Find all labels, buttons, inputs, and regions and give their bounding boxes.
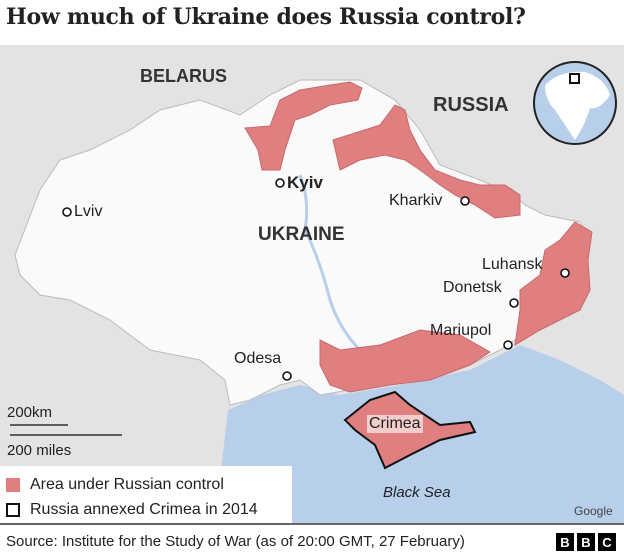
dnipro-river bbox=[298, 174, 362, 352]
odesa-marker bbox=[282, 371, 292, 381]
label-kharkiv: Kharkiv bbox=[389, 192, 443, 209]
label-odesa: Odesa bbox=[234, 350, 282, 367]
russian-control-northeast bbox=[332, 104, 521, 219]
russian-control-east bbox=[514, 221, 593, 346]
logo-letter: C bbox=[598, 533, 616, 551]
lviv-marker bbox=[62, 207, 72, 217]
map bbox=[0, 45, 624, 523]
legend-label: Russia annexed Crimea in 2014 bbox=[30, 501, 258, 518]
label-ukraine: UKRAINE bbox=[258, 224, 345, 245]
label-kyiv: Kyiv bbox=[287, 173, 323, 192]
kyiv-marker bbox=[275, 178, 285, 188]
footer: Source: Institute for the Study of War (… bbox=[0, 523, 624, 557]
red-swatch-icon bbox=[6, 478, 20, 492]
bbc-logo: B B C bbox=[556, 533, 616, 551]
mariupol-marker bbox=[503, 340, 513, 350]
donetsk-marker bbox=[509, 298, 519, 308]
label-donetsk: Donetsk bbox=[443, 279, 502, 296]
legend-item-crimea-annexed: Russia annexed Crimea in 2014 bbox=[6, 501, 258, 519]
label-russia: RUSSIA bbox=[433, 94, 509, 116]
label-black-sea: Black Sea bbox=[383, 484, 451, 501]
label-luhansk: Luhansk bbox=[482, 256, 543, 273]
label-mariupol: Mariupol bbox=[430, 322, 492, 339]
scale-km: 200km bbox=[7, 404, 53, 421]
luhansk-marker bbox=[560, 268, 570, 278]
kharkiv-marker bbox=[460, 196, 470, 206]
label-lviv: Lviv bbox=[74, 203, 103, 220]
source-text: Source: Institute for the Study of War (… bbox=[6, 533, 465, 550]
legend-label: Area under Russian control bbox=[30, 476, 224, 493]
russian-control-north-kyiv bbox=[244, 81, 363, 171]
logo-letter: B bbox=[556, 533, 574, 551]
locator-globe-icon bbox=[533, 61, 617, 145]
legend: Area under Russian control Russia annexe… bbox=[0, 466, 292, 523]
label-crimea: Crimea bbox=[367, 415, 423, 433]
page-title: How much of Ukraine does Russia control? bbox=[6, 4, 526, 30]
scale-miles: 200 miles bbox=[7, 442, 72, 459]
logo-letter: B bbox=[577, 533, 595, 551]
legend-item-russian-control: Area under Russian control bbox=[6, 476, 224, 494]
label-belarus: BELARUS bbox=[140, 66, 228, 86]
outline-swatch-icon bbox=[6, 503, 20, 517]
russian-control-south bbox=[319, 329, 491, 393]
google-attribution: Google bbox=[574, 504, 613, 518]
